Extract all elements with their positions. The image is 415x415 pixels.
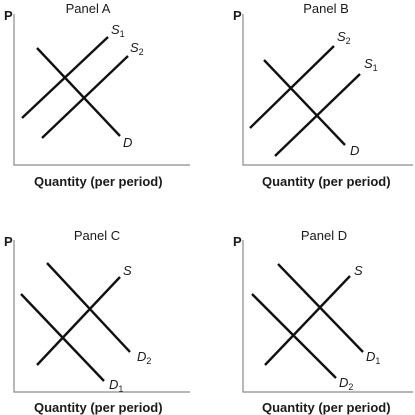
panel-d-label-d1: D1 (366, 349, 380, 366)
panel-d-axes (242, 240, 413, 393)
panel-c-demand-curve-1 (20, 293, 105, 382)
panel-b: Panel B P S2 S1 D Quantity (per period) (233, 1, 413, 189)
panel-c-label-s: S (123, 263, 132, 278)
panel-d-demand-curve-1 (277, 263, 364, 353)
panel-c-label-d1: D1 (109, 377, 123, 394)
panel-c: Panel C P S D2 D1 Quantity (per period) (4, 228, 190, 415)
panel-d-label-d2: D2 (339, 375, 353, 392)
panel-d: Panel D P S D1 D2 Quantity (per period) (233, 228, 413, 415)
panel-a-label-d: D (123, 135, 132, 150)
panel-d-title: Panel D (301, 228, 347, 243)
panel-c-axes (13, 240, 190, 393)
panel-c-supply-curve (36, 276, 121, 366)
panel-b-supply-curve-2 (249, 45, 335, 129)
panel-a-supply-curve-2 (41, 55, 129, 139)
panel-b-label-d: D (350, 143, 359, 158)
panel-a-demand-curve (36, 47, 121, 137)
panel-c-x-axis-label: Quantity (per period) (34, 400, 163, 415)
panel-c-title: Panel C (74, 228, 120, 243)
panel-d-y-axis-label: P (233, 234, 242, 249)
panel-b-y-axis-label: P (233, 8, 242, 23)
panel-a-y-axis-label: P (4, 8, 13, 23)
panel-d-demand-curve-2 (251, 293, 337, 379)
panel-b-x-axis-label: Quantity (per period) (262, 174, 391, 189)
panel-b-title: Panel B (303, 1, 349, 16)
panel-a-x-axis-label: Quantity (per period) (34, 174, 163, 189)
panel-a-label-s2: S2 (130, 40, 144, 57)
panel-d-supply-curve (264, 275, 351, 366)
panel-b-demand-curve (263, 59, 346, 146)
panel-a-label-s1: S1 (111, 22, 125, 39)
panel-b-axes (242, 14, 413, 166)
panel-d-label-s: S (354, 263, 363, 278)
panel-c-label-d2: D2 (137, 349, 151, 366)
panel-a: Panel A P S1 S2 D Quantity (per period) (4, 1, 190, 189)
panel-c-y-axis-label: P (4, 234, 13, 249)
panel-c-demand-curve-2 (46, 262, 131, 353)
panel-a-title: Panel A (66, 1, 111, 16)
panel-b-label-s1: S1 (364, 56, 378, 73)
panel-a-axes (13, 14, 190, 166)
panel-d-x-axis-label: Quantity (per period) (262, 400, 391, 415)
panel-b-label-s2: S2 (337, 29, 351, 46)
